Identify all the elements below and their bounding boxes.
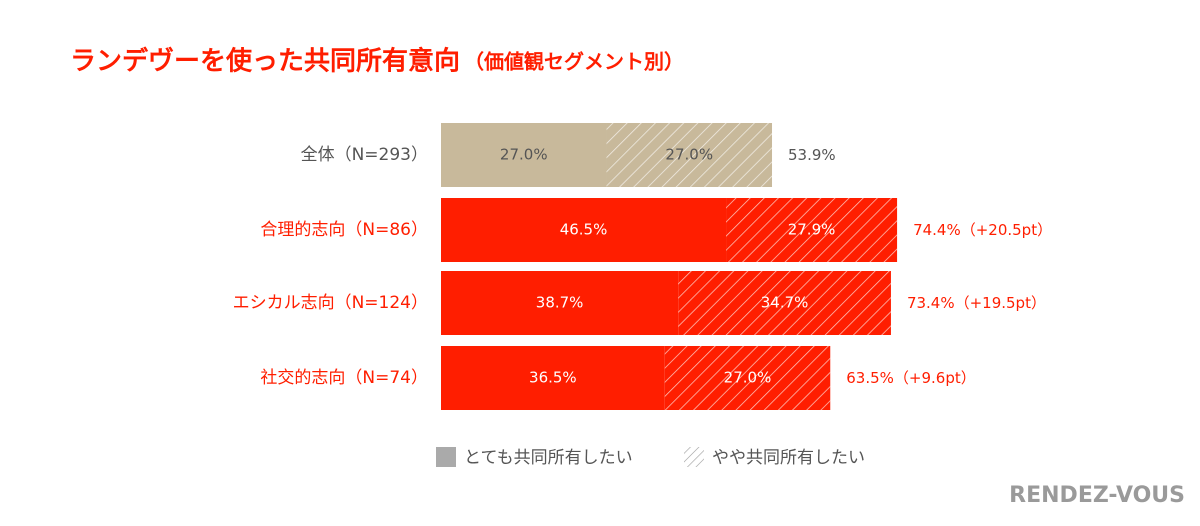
total-label: 53.9% (788, 146, 836, 164)
hatch-overlay (606, 123, 773, 187)
value-label: 36.5% (529, 369, 577, 387)
category-label: 合理的志向（N=86） (260, 220, 428, 240)
legend-swatch (684, 447, 704, 467)
hatch-overlay (726, 198, 898, 262)
total-value: 53.9% (788, 146, 836, 164)
category-label: 全体（N=293） (301, 145, 428, 165)
total-value: 74.4% (913, 221, 961, 239)
total-value: 73.4% (907, 294, 955, 312)
diff-value: （+9.6pt） (894, 369, 976, 387)
bar-segment (441, 271, 679, 335)
diff-value: （+20.5pt） (961, 221, 1052, 239)
value-label: 38.7% (536, 294, 584, 312)
chart-subtitle: （価値観セグメント別） (464, 50, 684, 74)
hatch-overlay (664, 346, 831, 410)
value-label: 27.0% (724, 369, 772, 387)
value-label: 27.0% (500, 146, 548, 164)
chart-title: ランデヴーを使った共同所有意向 (70, 46, 460, 77)
total-value: 63.5% (846, 369, 894, 387)
total-label: 74.4%（+20.5pt） (913, 221, 1052, 239)
value-label: 46.5% (560, 221, 608, 239)
legend-swatch (436, 447, 456, 467)
logo: RENDEZ-VOUS (1009, 483, 1185, 508)
total-label: 63.5%（+9.6pt） (846, 369, 975, 387)
value-label: 27.9% (788, 221, 836, 239)
legend-label: とても共同所有したい (464, 448, 633, 468)
bar-segment (441, 346, 665, 410)
total-label: 73.4%（+19.5pt） (907, 294, 1046, 312)
category-label: 社交的志向（N=74） (260, 368, 428, 388)
value-label: 27.0% (665, 146, 713, 164)
category-label: エシカル志向（N=124） (233, 293, 428, 313)
diff-value: （+19.5pt） (955, 294, 1046, 312)
legend-label: やや共同所有したい (712, 448, 865, 468)
value-label: 34.7% (761, 294, 809, 312)
bar-segment (441, 123, 607, 187)
hatch-overlay (678, 271, 891, 335)
bar-segment (441, 198, 727, 262)
